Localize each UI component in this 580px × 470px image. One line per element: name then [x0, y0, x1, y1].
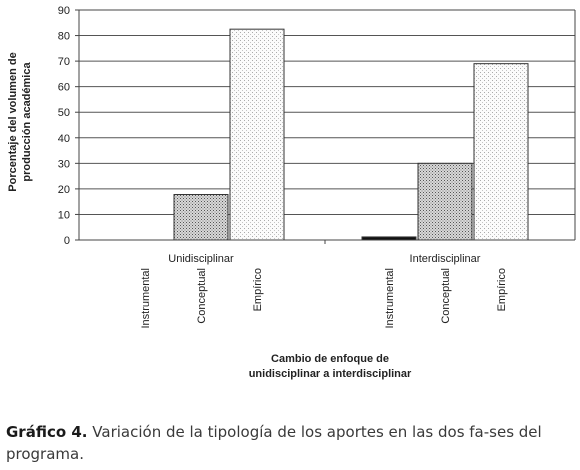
series-tick-label: Conceptual — [440, 268, 452, 324]
bar-chart: 0 10 20 30 40 50 60 70 80 90 Instrumental Conceptua… — [7, 5, 576, 380]
y-tick-label: 0 — [64, 235, 70, 247]
bar-unidisciplinar-empírico — [229, 28, 285, 241]
x-axis-title-line1: Cambio de enfoque de — [271, 353, 389, 365]
axes — [78, 9, 576, 241]
series-tick-label: Empírico — [252, 268, 264, 311]
series-tick-label: Instrumental — [140, 268, 152, 329]
y-tick-label: 40 — [58, 133, 70, 145]
y-tick-label: 30 — [58, 158, 70, 170]
group-label: Interdisciplinar — [410, 253, 481, 265]
y-tick-label: 50 — [58, 107, 70, 119]
bar-interdisciplinar-empírico — [473, 63, 529, 241]
bar-unidisciplinar-conceptual — [173, 194, 229, 241]
caption-text: Variación de la tipología de los aportes… — [6, 423, 542, 463]
group-label: Unidisciplinar — [168, 253, 234, 265]
y-tick-label: 90 — [58, 5, 70, 17]
y-tick-label: 60 — [58, 82, 70, 94]
y-axis-title-line1: Porcentaje del volumen de — [7, 52, 19, 191]
caption-label: Gráfico 4. — [6, 423, 88, 441]
y-axis-title-line2: producción académica — [21, 62, 33, 182]
y-tick-label: 80 — [58, 31, 70, 43]
x-axis-title-line2: unidisciplinar a interdisciplinar — [249, 368, 412, 380]
series-tick-label: Conceptual — [196, 268, 208, 324]
series-tick-label: Empírico — [496, 268, 508, 311]
y-tick-label: 20 — [58, 184, 70, 196]
y-tick-label: 70 — [58, 56, 70, 68]
y-tick-label: 10 — [58, 209, 70, 221]
labels: 0 10 20 30 40 50 60 70 80 90 Instrumental Conceptua… — [58, 5, 508, 329]
series-tick-label: Instrumental — [384, 268, 396, 329]
figure-caption: Gráfico 4. Variación de la tipología de … — [6, 421, 571, 465]
bar-interdisciplinar-conceptual — [417, 162, 473, 241]
